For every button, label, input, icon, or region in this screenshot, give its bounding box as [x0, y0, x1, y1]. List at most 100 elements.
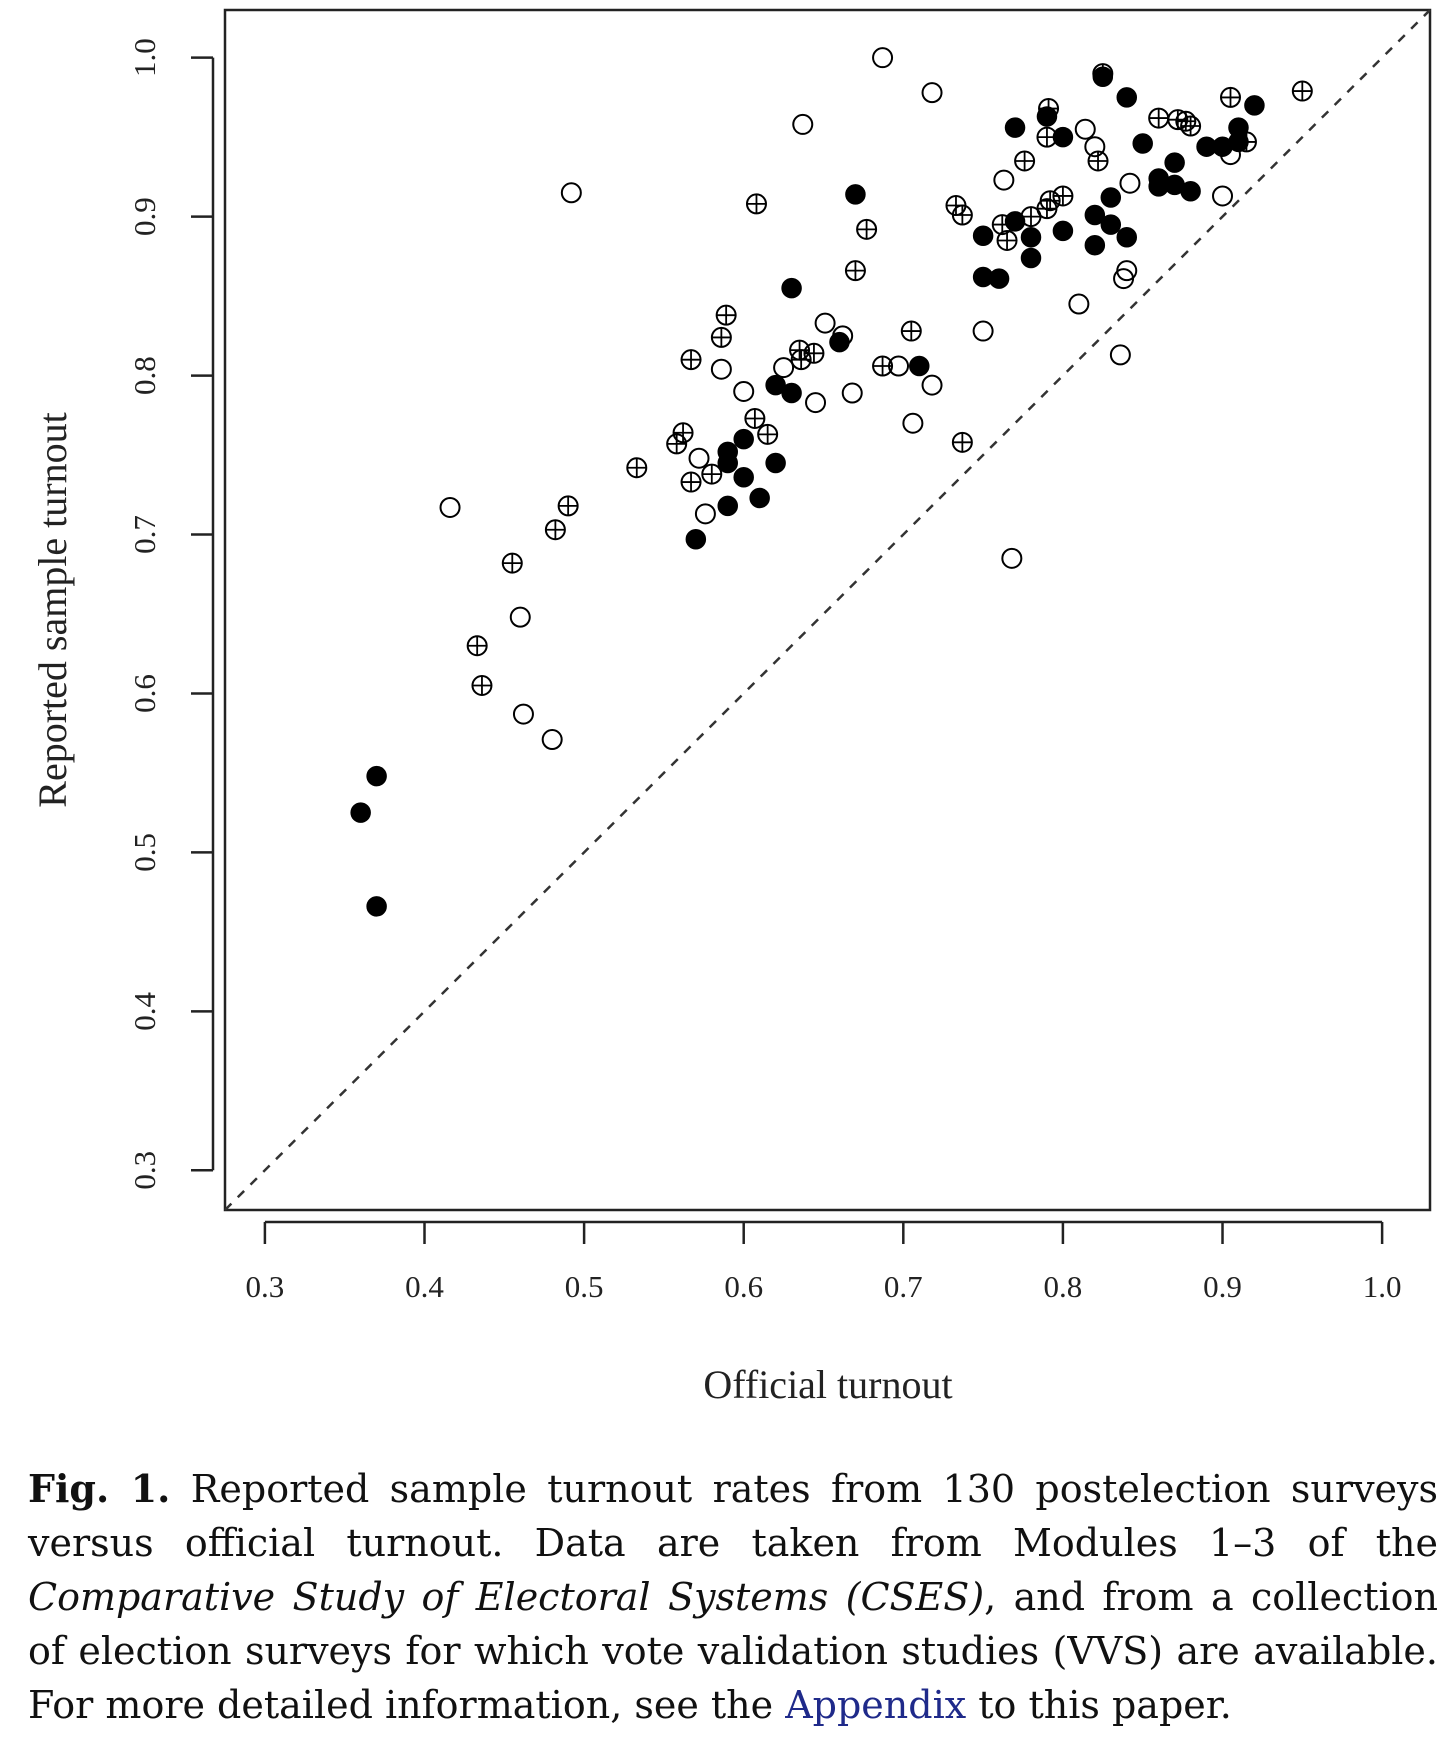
point-filled-circle	[1164, 152, 1185, 173]
point-filled-circle	[988, 268, 1010, 289]
point-crossed-circle	[1038, 98, 1060, 120]
point-filled-circle	[781, 277, 802, 299]
y-axis: 0.3 0.4 0.5 0.6 0.7 0.8 0.9 1.0	[127, 38, 215, 1190]
point-filled-circle	[1116, 227, 1138, 248]
point-crossed-circle	[951, 431, 973, 453]
point-open-circle	[439, 496, 461, 518]
point-filled-circle	[1004, 211, 1026, 232]
point-crossed-circle	[844, 260, 866, 282]
caption-italic-title: Comparative Study of Electoral Systems (…	[28, 1575, 985, 1619]
point-filled-circle	[1084, 204, 1106, 226]
point-crossed-circle	[666, 433, 688, 455]
point-crossed-circle	[1175, 110, 1197, 132]
point-filled-circle	[1020, 227, 1042, 248]
point-crossed-circle	[466, 635, 488, 657]
point-crossed-circle	[471, 674, 493, 696]
point-filled-circle	[1244, 95, 1265, 116]
point-crossed-circle	[1052, 185, 1074, 207]
x-tick-label: 0.6	[724, 1269, 763, 1304]
point-crossed-circle	[1039, 190, 1061, 212]
point-crossed-circle	[900, 320, 922, 342]
point-open-circle	[509, 606, 531, 628]
point-crossed-circle	[803, 342, 825, 364]
x-tick-label: 0.4	[405, 1269, 444, 1304]
point-open-circle	[560, 182, 582, 204]
point-crossed-circle	[680, 471, 702, 493]
point-filled-circle	[733, 467, 754, 488]
x-tick-label: 0.9	[1203, 1269, 1242, 1304]
point-filled-circle	[1084, 234, 1106, 256]
point-filled-circle	[1052, 220, 1074, 242]
point-open-circle	[792, 113, 814, 135]
point-open-circle	[694, 503, 716, 525]
point-open-circle	[1084, 136, 1106, 158]
reference-line-y-equals-x	[224, 9, 1431, 1211]
point-crossed-circle	[1219, 86, 1241, 108]
point-crossed-circle	[1036, 126, 1058, 148]
point-open-circle	[841, 382, 863, 404]
point-crossed-circle	[672, 422, 694, 444]
point-open-circle	[541, 729, 563, 751]
point-open-circle	[993, 169, 1015, 191]
y-tick-label: 0.9	[127, 197, 162, 236]
point-crossed-circle	[744, 407, 766, 429]
point-open-circle	[1074, 118, 1096, 140]
point-crossed-circle	[544, 519, 566, 541]
point-open-circle	[921, 374, 943, 396]
figure-label: Fig. 1.	[28, 1466, 171, 1511]
appendix-link[interactable]: Appendix	[785, 1683, 967, 1727]
point-filled-circle	[1004, 117, 1026, 138]
point-open-circle	[1212, 185, 1234, 207]
point-filled-circle	[1132, 133, 1153, 154]
y-tick-label: 0.5	[127, 833, 162, 872]
point-crossed-circle	[745, 193, 767, 215]
point-crossed-circle	[1180, 115, 1202, 137]
x-tick-label: 0.3	[246, 1269, 285, 1304]
point-open-circle	[972, 320, 994, 342]
y-tick-label: 0.7	[127, 515, 162, 554]
point-filled-circle	[909, 355, 930, 377]
point-crossed-circle	[680, 349, 702, 371]
y-tick-label: 0.3	[127, 1151, 162, 1190]
data-points	[350, 47, 1313, 917]
point-filled-circle	[717, 495, 738, 517]
point-open-circle	[1116, 260, 1138, 282]
point-filled-circle	[765, 452, 786, 474]
x-tick-label: 0.5	[565, 1269, 604, 1304]
point-open-circle	[1119, 172, 1141, 194]
caption-text-2: , and from a collection of election surv…	[28, 1575, 1438, 1727]
y-tick-label: 0.6	[127, 674, 162, 713]
x-tick-label: 1.0	[1363, 1269, 1402, 1304]
point-open-circle	[1001, 547, 1023, 569]
x-axis-title: Official turnout	[703, 1362, 952, 1407]
point-filled-circle	[1180, 180, 1201, 202]
point-open-circle	[688, 447, 710, 469]
point-open-circle	[512, 703, 534, 725]
point-filled-circle	[781, 382, 802, 404]
point-open-circle	[814, 312, 836, 334]
point-open-circle	[1109, 344, 1131, 366]
point-crossed-circle	[501, 552, 523, 574]
point-crossed-circle	[1014, 150, 1036, 172]
caption-text-1: Reported sample turnout rates from 130 p…	[28, 1467, 1438, 1565]
point-filled-circle	[733, 428, 754, 450]
point-crossed-circle	[1148, 107, 1170, 129]
point-open-circle	[773, 357, 795, 379]
point-crossed-circle	[626, 457, 648, 479]
point-filled-circle	[1100, 214, 1122, 235]
point-filled-circle	[366, 765, 387, 787]
x-tick-label: 0.8	[1044, 1269, 1083, 1304]
point-crossed-circle	[1092, 63, 1114, 85]
point-crossed-circle	[991, 214, 1013, 236]
point-filled-circle	[685, 529, 707, 550]
point-crossed-circle	[710, 326, 732, 348]
y-tick-label: 1.0	[127, 38, 162, 77]
point-crossed-circle	[856, 218, 878, 240]
point-crossed-circle	[557, 495, 579, 517]
x-axis: 0.3 0.4 0.5 0.6 0.7 0.8 0.9 1.0	[246, 1220, 1402, 1304]
point-crossed-circle	[757, 423, 779, 445]
point-filled-circle	[749, 487, 770, 509]
point-filled-circle	[717, 441, 738, 463]
point-open-circle	[902, 412, 924, 434]
point-crossed-circle	[951, 204, 973, 226]
